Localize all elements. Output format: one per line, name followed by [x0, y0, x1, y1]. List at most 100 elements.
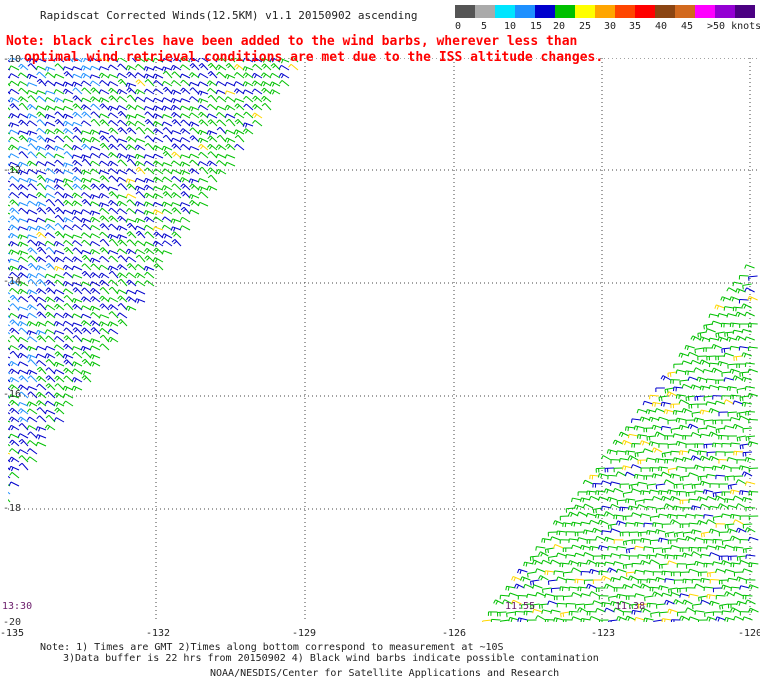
- wind-barb: [8, 136, 20, 143]
- wind-barb: [26, 137, 38, 143]
- wind-barb: [224, 137, 236, 143]
- wind-barb: [676, 587, 687, 593]
- wind-barb: [736, 600, 747, 606]
- wind-barb: [8, 124, 11, 127]
- wind-barb: [170, 169, 182, 175]
- wind-barb: [739, 585, 750, 590]
- wind-barb: [71, 385, 83, 392]
- wind-barb: [658, 513, 669, 519]
- wind-barb: [53, 89, 65, 95]
- wind-barb: [8, 467, 11, 471]
- wind-barb: [550, 559, 561, 565]
- wind-barb: [98, 321, 110, 327]
- wind-barb: [161, 216, 173, 223]
- wind-barb: [628, 505, 639, 511]
- colorbar-swatch: [475, 5, 495, 18]
- wind-barb: [723, 352, 734, 358]
- wind-barb: [664, 554, 675, 560]
- wind-barb: [669, 519, 681, 525]
- wind-barb: [71, 144, 83, 151]
- wind-barb: [721, 610, 732, 615]
- wind-barb: [703, 586, 714, 592]
- wind-barb: [577, 561, 588, 567]
- wind-barb: [741, 376, 752, 382]
- wind-barb: [62, 162, 74, 168]
- lon-label: -132: [146, 628, 171, 639]
- wind-barb: [53, 249, 65, 255]
- wind-barb: [179, 161, 191, 167]
- wind-barb: [652, 547, 663, 553]
- wind-barb: [744, 362, 755, 367]
- wind-barb: [117, 303, 128, 311]
- wind-barb: [729, 416, 741, 422]
- wind-barb: [99, 223, 110, 231]
- wind-barb: [741, 303, 752, 309]
- wind-barb: [648, 416, 660, 422]
- wind-barb: [54, 119, 65, 127]
- wind-barb: [180, 143, 191, 151]
- wind-barb: [62, 320, 74, 327]
- wind-barb: [197, 72, 209, 79]
- wind-barb: [8, 481, 20, 487]
- wind-barb: [45, 311, 56, 319]
- wind-barb: [62, 209, 74, 215]
- wind-barb: [36, 391, 47, 399]
- wind-barb: [90, 327, 101, 335]
- wind-barb: [502, 599, 513, 605]
- wind-barb: [487, 611, 498, 616]
- wind-barb: [8, 97, 20, 103]
- wind-barb: [27, 239, 38, 247]
- wind-barb: [18, 423, 29, 431]
- wind-barb: [242, 89, 254, 95]
- wind-barb: [62, 178, 74, 184]
- wind-barb: [18, 207, 29, 215]
- wind-barb: [739, 371, 749, 377]
- wind-barb: [735, 527, 747, 533]
- wind-barb: [288, 63, 299, 71]
- wind-barb: [71, 322, 83, 327]
- wind-barb: [188, 193, 200, 200]
- wind-barb: [8, 161, 20, 167]
- wind-barb: [616, 499, 627, 505]
- wind-barb: [589, 591, 600, 597]
- wind-barb: [216, 95, 227, 103]
- wind-barb: [625, 426, 636, 432]
- wind-barb: [126, 58, 137, 63]
- wind-barb: [80, 281, 92, 287]
- wind-barb: [675, 369, 686, 374]
- wind-barb: [745, 579, 756, 584]
- wind-barb: [688, 546, 699, 552]
- wind-barb: [8, 428, 11, 431]
- wind-barb: [135, 191, 146, 199]
- wind-barb: [8, 241, 20, 247]
- wind-barb: [748, 584, 759, 590]
- wind-barb: [673, 554, 684, 560]
- colorbar-label: 10: [504, 21, 517, 32]
- wind-barb: [712, 515, 723, 522]
- wind-barb: [81, 254, 92, 263]
- colorbar-label: 15: [530, 21, 543, 32]
- wind-barb: [552, 544, 564, 549]
- wind-barb: [610, 459, 621, 464]
- wind-barb: [63, 295, 74, 303]
- wind-barb: [153, 80, 164, 87]
- wind-barb: [8, 416, 20, 423]
- wind-barb: [730, 442, 741, 447]
- wind-barb: [53, 168, 65, 175]
- wind-barb: [72, 111, 83, 119]
- wind-barb: [126, 94, 137, 103]
- wind-barb: [658, 585, 669, 591]
- wind-barb: [126, 199, 137, 207]
- wind-barb: [90, 287, 101, 295]
- wind-barb: [278, 72, 290, 79]
- wind-barb: [679, 523, 690, 529]
- wind-barb: [744, 386, 755, 391]
- footnote-line: Note: 1) Times are GMT 2)Times along bot…: [40, 642, 504, 653]
- wind-barb: [559, 586, 570, 592]
- wind-barb: [658, 490, 669, 496]
- wind-barb: [26, 312, 38, 319]
- wind-barb: [53, 145, 65, 152]
- wind-barb: [9, 287, 20, 295]
- wind-barb: [721, 539, 732, 546]
- wind-barb: [108, 286, 119, 295]
